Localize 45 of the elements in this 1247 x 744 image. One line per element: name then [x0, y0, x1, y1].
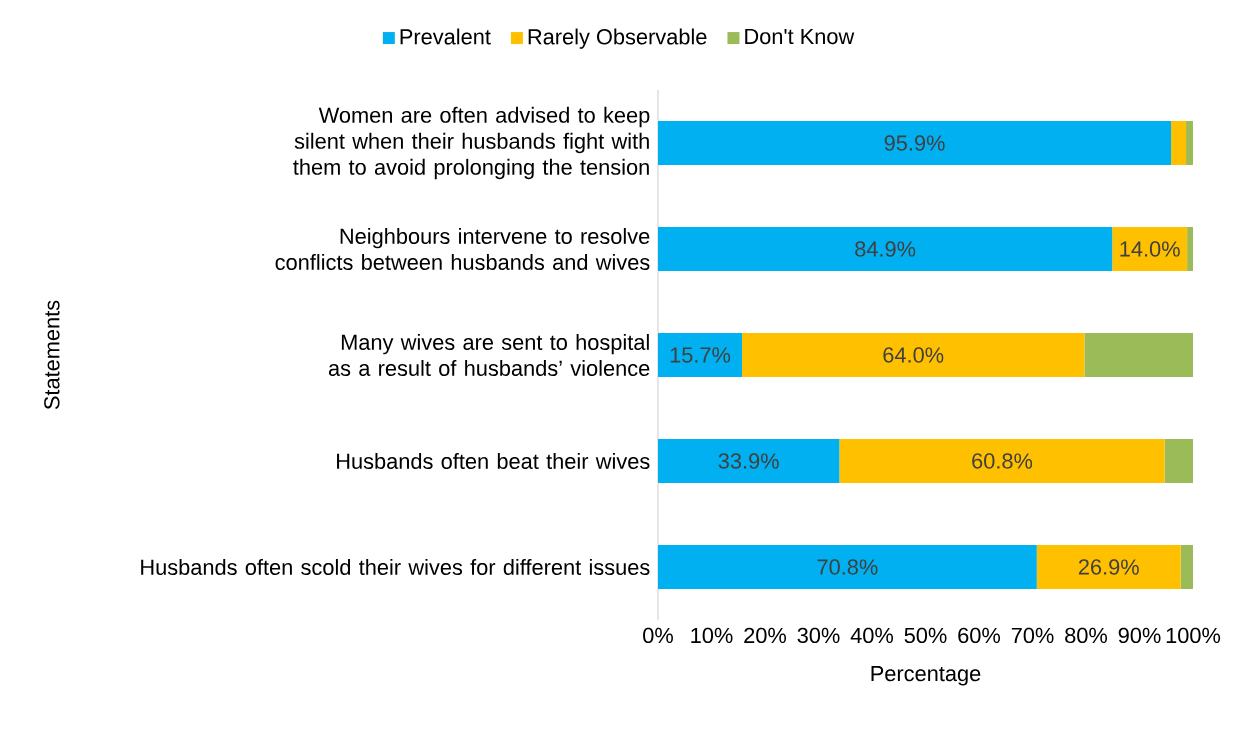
- data-label: 33.9%: [718, 453, 779, 469]
- x-tick-label: 10%: [691, 627, 733, 644]
- x-tick-label: 80%: [1065, 627, 1108, 644]
- bar: [658, 545, 1037, 590]
- x-tick-label: 90%: [1118, 627, 1161, 644]
- y-tick-label: Women are often advised to keep silent when their husbands fight with them to avoid prolonging the tension: [293, 106, 650, 180]
- legend-label: Prevalent: [400, 28, 491, 45]
- bar: [1036, 545, 1181, 590]
- bar: [658, 121, 1172, 165]
- bar: [1112, 227, 1188, 271]
- x-tick-label: 40%: [850, 627, 894, 644]
- legend-label: Don't Know: [745, 28, 855, 45]
- bar: [1187, 227, 1193, 271]
- bar: [1084, 333, 1193, 377]
- data-label: 14.0%: [1120, 241, 1180, 257]
- y-axis-title: Statements: [44, 300, 60, 410]
- x-tick-label: 50%: [904, 627, 947, 644]
- y-tick-label: Many wives are sent to hospital as a result of husbands’ violence: [328, 333, 650, 377]
- bar: [658, 333, 742, 377]
- data-label: 70.8%: [817, 559, 878, 575]
- bar: [1171, 121, 1187, 165]
- x-tick-label: 30%: [797, 627, 840, 644]
- bar: [742, 333, 1085, 377]
- bar: [1180, 545, 1193, 590]
- x-axis-title: Percentage: [871, 666, 981, 686]
- data-label: 64.0%: [883, 347, 944, 363]
- bar: [1186, 121, 1193, 165]
- x-tick-label: 0%: [643, 627, 673, 644]
- x-tick-label: 60%: [958, 627, 1001, 644]
- x-tick-label: 20%: [744, 627, 787, 644]
- y-tick-label: Husbands often beat their wives: [337, 452, 650, 470]
- bar: [658, 227, 1113, 271]
- data-label: 60.8%: [972, 453, 1033, 469]
- bar: [1164, 439, 1193, 484]
- y-tick-label: Neighbours intervene to resolve conflicts between husbands and wives: [275, 227, 650, 271]
- y-tick-label: Husbands often scold their wives for different issues: [141, 558, 650, 576]
- bar: [839, 439, 1165, 484]
- bar: [658, 439, 840, 484]
- legend-label: Rarely Observable: [528, 28, 707, 49]
- data-label: 26.9%: [1078, 559, 1139, 575]
- x-tick-label: 100%: [1166, 627, 1221, 644]
- x-tick-label: 70%: [1011, 627, 1054, 644]
- data-label: 95.9%: [884, 135, 945, 151]
- data-label: 15.7%: [670, 347, 731, 363]
- data-label: 84.9%: [855, 241, 916, 257]
